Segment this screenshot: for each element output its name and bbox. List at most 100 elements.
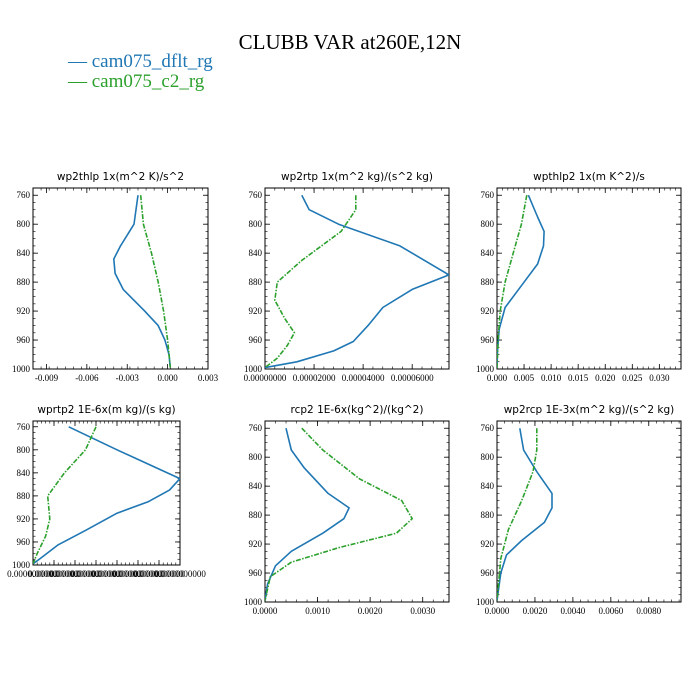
x-tick-label: 0.0080 — [636, 606, 661, 616]
y-tick-label: 1000 — [244, 364, 263, 374]
y-tick-label: 1000 — [244, 597, 263, 607]
panel-5: rcp2 1E-6x(kg^2)/(kg^2) 760 800 840 880 920 96… — [244, 404, 450, 616]
y-tick-label: 760 — [249, 190, 263, 200]
y-tick-label: 920 — [481, 539, 495, 549]
y-tick-label: 1000 — [12, 364, 31, 374]
legend-entry-dflt: — cam075_dflt_rg — [68, 51, 213, 72]
y-tick-label: 800 — [249, 219, 263, 229]
x-tick-label: 0.0060 — [598, 606, 623, 616]
y-tick-label: 1000 — [476, 597, 495, 607]
x-tick-label: 0.015 — [568, 373, 589, 383]
plot-frame — [32, 420, 181, 566]
series-line-dflt — [497, 428, 553, 601]
x-tick-label: -0.009 — [35, 373, 59, 383]
series-line-c2 — [139, 195, 172, 368]
x-tick-label: 0.0020 — [523, 606, 548, 616]
x-tick-label: 0.0000000000 — [49, 569, 101, 579]
x-tick-label: 0.0000000000 — [91, 569, 143, 579]
y-tick-label: 960 — [481, 335, 495, 345]
y-tick-label: 880 — [249, 277, 263, 287]
x-tick-label: 0.010 — [541, 373, 562, 383]
y-tick-label: 920 — [17, 306, 31, 316]
panel-title: wpthlp2 1x(m K^2)/s — [533, 171, 645, 183]
figure-title: CLUBB VAR at260E,12N — [238, 30, 462, 54]
panel-4: wprtp2 1E-6x(m kg)/(s kg) 760 800 840 880 920… — [7, 404, 206, 579]
y-tick-label: 920 — [481, 306, 495, 316]
x-tick-label: 0.020 — [595, 373, 616, 383]
plot-frame — [264, 187, 450, 370]
y-tick-label: 880 — [481, 277, 495, 287]
plot-frame — [496, 420, 682, 603]
x-tick-label: 0.0030 — [410, 606, 435, 616]
legend-entry-c2: — cam075_c2_rg — [68, 71, 205, 92]
panel-title: wp2thlp 1x(m^2 K)/s^2 — [57, 171, 184, 183]
panel-title: wp2rcp 1E-3x(m^2 kg)/(s^2 kg) — [504, 404, 675, 416]
x-tick-label: 0.00006000 — [391, 373, 434, 383]
x-tick-label: 0.00000000 — [244, 373, 287, 383]
series-line-dflt — [33, 426, 180, 565]
series-line-c2 — [265, 195, 357, 369]
y-tick-label: 760 — [17, 422, 31, 432]
legend: — cam075_dflt_rg — cam075_c2_rg — [68, 52, 213, 92]
y-tick-label: 760 — [17, 190, 31, 200]
y-tick-label: 800 — [481, 452, 495, 462]
plot-frame — [32, 187, 209, 370]
y-tick-label: 800 — [17, 219, 31, 229]
y-tick-label: 760 — [249, 423, 263, 433]
panel-title: wp2rtp 1x(m^2 kg)/(s^2 kg) — [281, 171, 433, 183]
panel-title: rcp2 1E-6x(kg^2)/(kg^2) — [291, 404, 424, 416]
y-tick-label: 840 — [481, 248, 495, 258]
y-tick-label: 920 — [249, 306, 263, 316]
x-tick-label: 0.0010 — [305, 606, 330, 616]
series-line-c2 — [33, 426, 97, 565]
x-tick-label: 0.0040 — [561, 606, 586, 616]
x-tick-label: 0.0020 — [358, 606, 383, 616]
series-line-dflt — [497, 194, 545, 368]
y-tick-label: 960 — [481, 568, 495, 578]
y-tick-label: 960 — [249, 335, 263, 345]
series-line-c2 — [497, 195, 528, 368]
y-tick-label: 1000 — [12, 560, 31, 570]
y-tick-label: 840 — [481, 481, 495, 491]
y-tick-label: 920 — [17, 514, 31, 524]
panel-2: wp2rtp 1x(m^2 kg)/(s^2 kg) 760 800 840 880 92… — [244, 171, 450, 383]
x-tick-label: 0.0000000000 — [28, 569, 80, 579]
y-tick-label: 840 — [249, 481, 263, 491]
x-tick-label: 0.0000000000 — [70, 569, 122, 579]
y-tick-label: 960 — [17, 335, 31, 345]
x-tick-label: 0.000 — [157, 373, 178, 383]
y-tick-label: 760 — [481, 423, 495, 433]
plot-frame — [496, 187, 682, 370]
x-tick-label: 0.0000000000 — [133, 569, 185, 579]
series-line-c2 — [497, 428, 538, 601]
x-tick-label: 0.000 — [487, 373, 508, 383]
plot-frame — [264, 420, 450, 603]
panel-6: wp2rcp 1E-3x(m^2 kg)/(s^2 kg) 760 800 840 88… — [476, 404, 682, 616]
x-tick-label: 0.0000 — [485, 606, 510, 616]
y-tick-label: 800 — [249, 452, 263, 462]
y-tick-label: 880 — [481, 510, 495, 520]
y-tick-label: 960 — [249, 568, 263, 578]
y-tick-label: 880 — [17, 277, 31, 287]
x-tick-label: 0.030 — [649, 373, 670, 383]
x-tick-label: 0.00004000 — [342, 373, 385, 383]
y-tick-label: 960 — [17, 537, 31, 547]
panel-1: wp2thlp 1x(m^2 K)/s^2 760 800 840 880 920 960 1… — [12, 171, 219, 383]
x-tick-label: -0.006 — [75, 373, 99, 383]
x-tick-label: 0.0000000000 — [7, 569, 59, 579]
series-line-dflt — [113, 195, 172, 368]
y-tick-label: 760 — [481, 190, 495, 200]
x-tick-label: 0.0000000000 — [112, 569, 164, 579]
y-tick-label: 800 — [481, 219, 495, 229]
x-tick-label: 0.025 — [622, 373, 643, 383]
x-tick-label: 0.003 — [198, 373, 219, 383]
series-line-c2 — [265, 427, 413, 601]
x-tick-label: -0.003 — [116, 373, 140, 383]
x-tick-label: 0.005 — [514, 373, 535, 383]
x-tick-label: 0.00002000 — [293, 373, 336, 383]
x-tick-label: 0.0000000000 — [154, 569, 206, 579]
series-line-dflt — [265, 428, 350, 601]
y-tick-label: 800 — [17, 445, 31, 455]
series-line-dflt — [265, 194, 449, 369]
panel-3: wpthlp2 1x(m K^2)/s 760 800 840 880 920 960 100… — [476, 171, 682, 383]
